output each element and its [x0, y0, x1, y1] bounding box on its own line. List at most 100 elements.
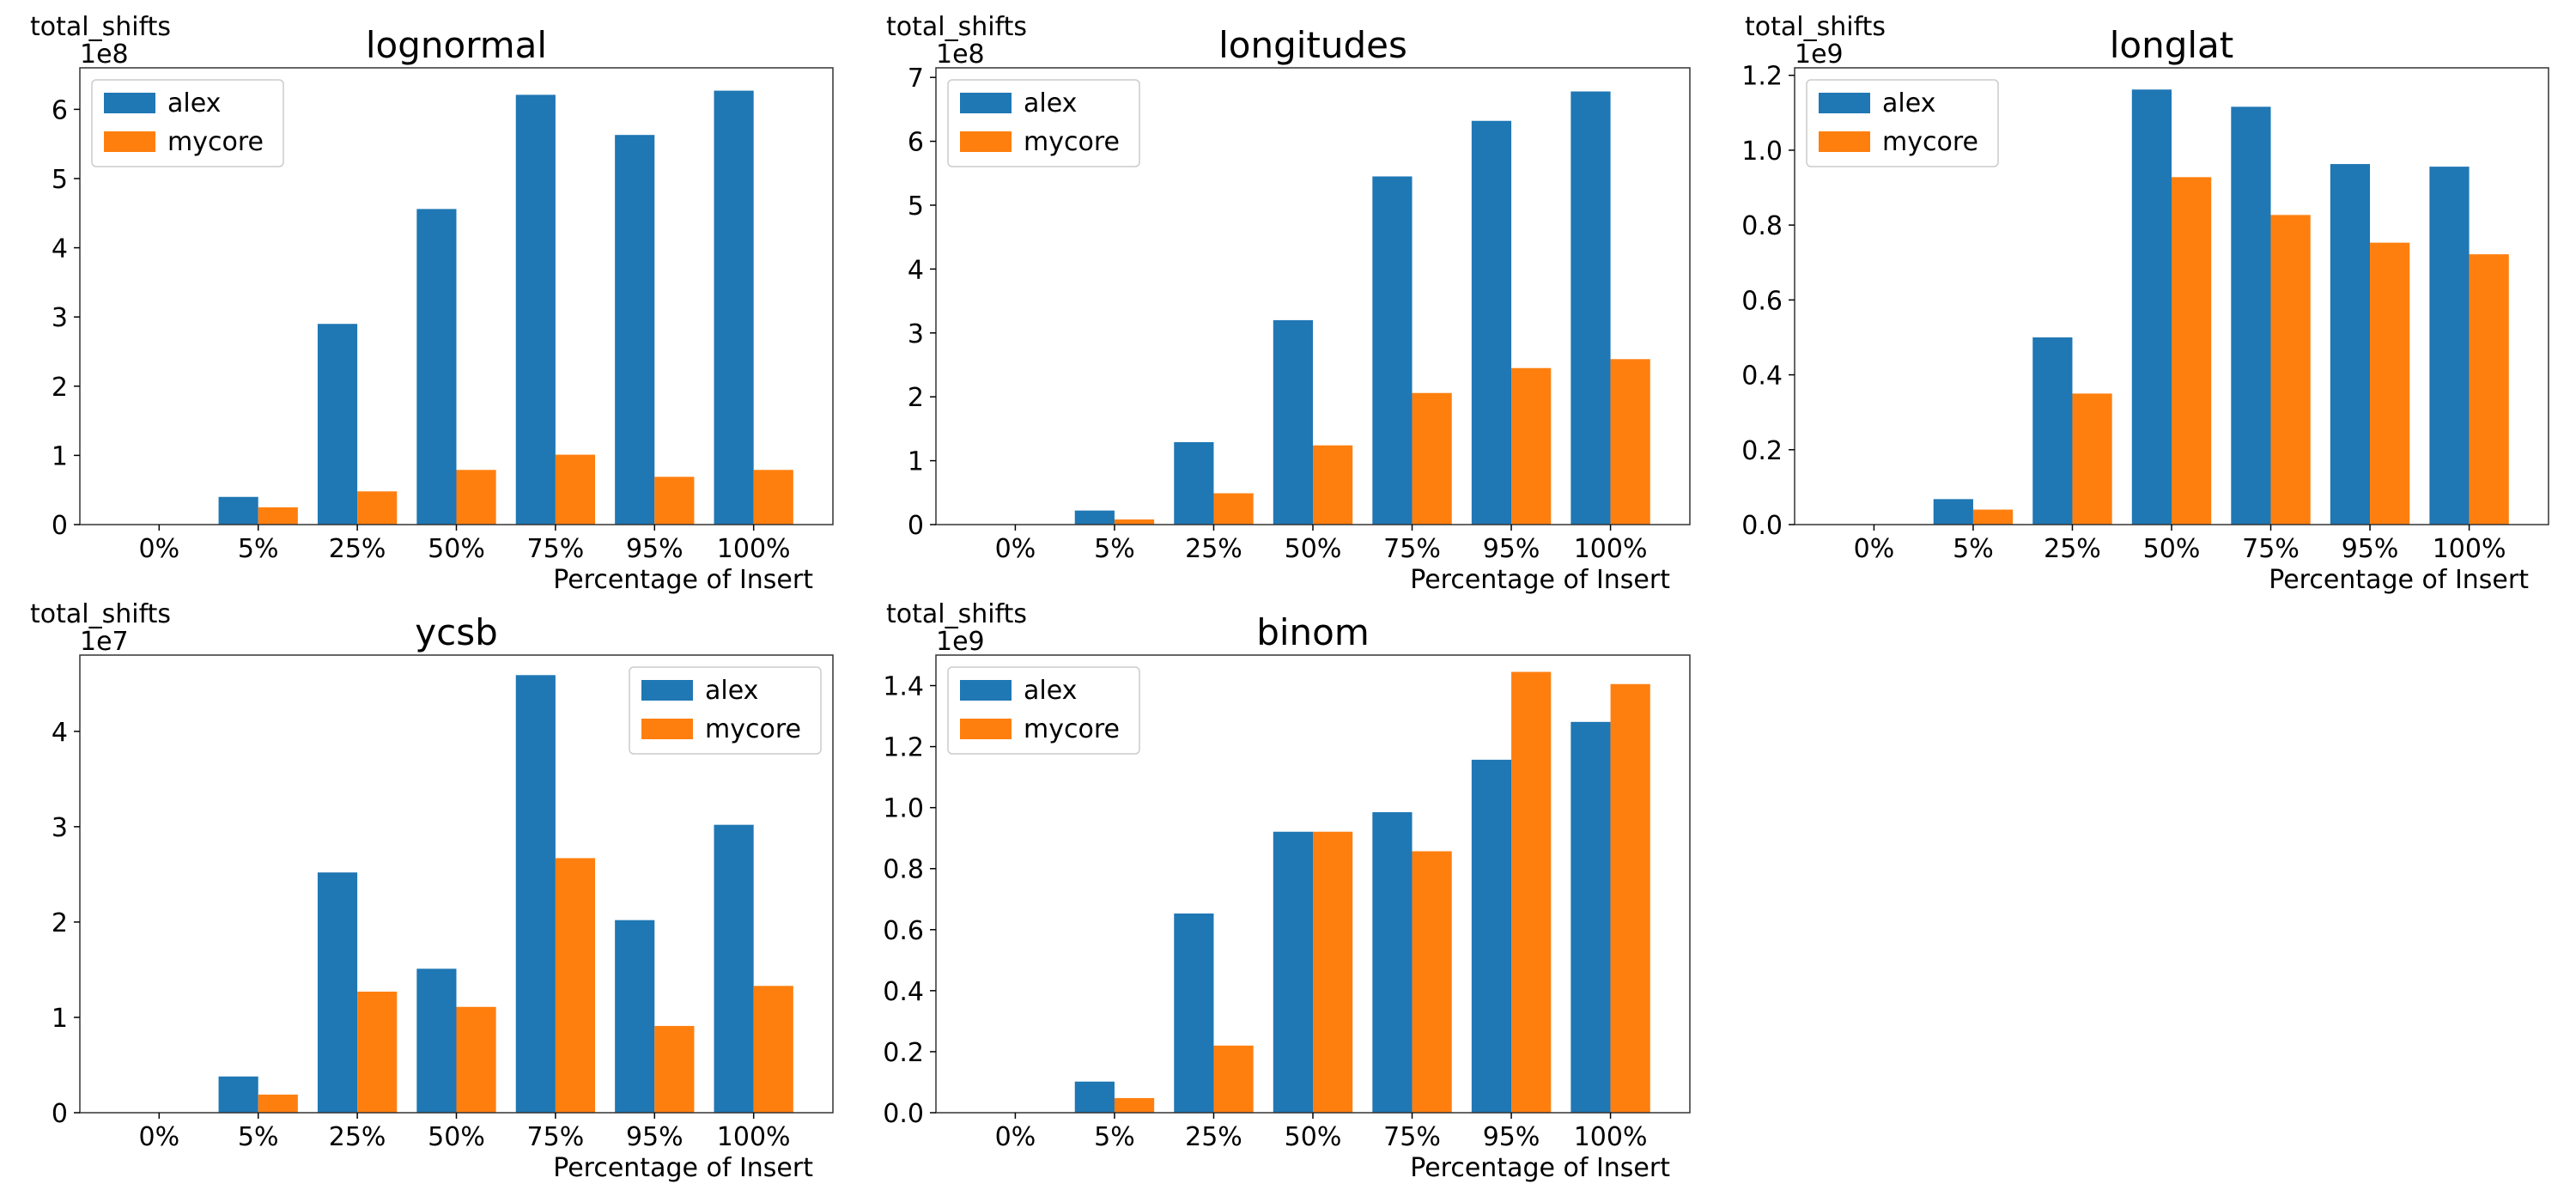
- bar-alex-5pct: [218, 1076, 258, 1113]
- bar-alex-25pct: [1174, 442, 1214, 525]
- bar-alex-5pct: [1074, 510, 1115, 525]
- y-tick-label: 3: [52, 303, 68, 333]
- series-alex: [1074, 91, 1611, 525]
- subplot-ycsb: 0% 5% 25% 50% 75% 95% 100% 0 1 2 3 4 ycsb total_shift…: [30, 599, 834, 1183]
- legend-label-alex: alex: [1024, 676, 1077, 706]
- series-mycore: [1114, 671, 1650, 1113]
- legend: alex mycore: [947, 79, 1140, 167]
- y-tick-label: 1.4: [883, 672, 924, 702]
- bar-mycore-100pct: [753, 986, 793, 1113]
- y-axis-label: total_shifts: [30, 599, 171, 629]
- legend-swatch-mycore: [1819, 131, 1870, 152]
- x-tick-label: 25%: [2044, 534, 2101, 564]
- bar-mycore-50pct: [456, 470, 496, 525]
- bar-mycore-95pct: [1511, 367, 1552, 525]
- y-tick-label: 0.2: [1741, 436, 1783, 466]
- legend-swatch-mycore: [960, 719, 1012, 739]
- x-tick-label: 50%: [428, 534, 485, 564]
- y-tick-label: 0.8: [883, 855, 924, 885]
- y-axis-label: total_shifts: [30, 12, 171, 42]
- bar-mycore-5pct: [258, 1094, 298, 1113]
- bar-mycore-95pct: [654, 1025, 695, 1113]
- y-tick-label: 3: [908, 319, 924, 349]
- y-tick-label: 0.2: [883, 1038, 924, 1068]
- legend-label-mycore: mycore: [1024, 127, 1120, 157]
- bar-alex-75pct: [515, 94, 556, 525]
- x-tick-label: 50%: [1285, 534, 1342, 564]
- y-tick-label: 1.2: [883, 733, 924, 763]
- legend-label-alex: alex: [1882, 88, 1935, 118]
- bar-alex-50pct: [416, 968, 457, 1113]
- bar-mycore-100pct: [1610, 359, 1650, 525]
- bar-mycore-75pct: [555, 858, 596, 1113]
- x-tick-label: 50%: [428, 1122, 485, 1152]
- bar-mycore-25pct: [1213, 1045, 1254, 1113]
- x-tick-label: 75%: [1383, 534, 1441, 564]
- bar-mycore-100pct: [753, 470, 793, 525]
- y-offset-text: 1e8: [936, 39, 985, 70]
- y-tick-label: 1.2: [1741, 62, 1783, 92]
- y-offset-text: 1e9: [1795, 39, 1844, 70]
- legend-swatch-mycore: [641, 719, 693, 739]
- y-tick-label: 5: [908, 191, 924, 222]
- bar-mycore-25pct: [357, 991, 398, 1113]
- y-tick-label: 0: [52, 1099, 68, 1129]
- bar-mycore-50pct: [456, 1006, 496, 1113]
- y-tick-label: 1.0: [1741, 137, 1783, 167]
- x-axis-label: Percentage of Insert: [2269, 565, 2529, 595]
- bar-mycore-95pct: [1511, 671, 1552, 1113]
- bar-mycore-50pct: [2172, 177, 2212, 525]
- series-mycore: [258, 454, 793, 525]
- subplot-binom: 0% 5% 25% 50% 75% 95% 100% 0.0 0.2 0.4 0.6 0.8 1.0 1.…: [883, 599, 1691, 1183]
- legend-swatch-alex: [104, 93, 155, 113]
- y-axis-label: total_shifts: [1745, 12, 1886, 42]
- x-tick-label: 25%: [329, 1122, 386, 1152]
- x-tick-label: 95%: [2342, 534, 2399, 564]
- bar-mycore-25pct: [357, 491, 398, 525]
- x-tick-label: 95%: [626, 534, 683, 564]
- chart-title: lognormal: [366, 24, 547, 66]
- x-tick-label: 0%: [995, 534, 1036, 564]
- x-tick-label: 0%: [1854, 534, 1895, 564]
- x-tick-label: 95%: [1483, 1122, 1540, 1152]
- chart-title: longlat: [2110, 24, 2234, 66]
- bar-alex-100pct: [1571, 91, 1611, 525]
- bar-mycore-75pct: [2270, 215, 2311, 525]
- bar-mycore-5pct: [258, 507, 298, 525]
- y-tick-label: 1: [52, 1004, 68, 1034]
- bar-alex-50pct: [1273, 831, 1313, 1113]
- x-tick-label: 100%: [1574, 1122, 1648, 1152]
- bar-alex-75pct: [1372, 811, 1413, 1113]
- bar-mycore-25pct: [2072, 393, 2112, 525]
- bar-alex-100pct: [714, 824, 754, 1113]
- y-axis-label: total_shifts: [886, 12, 1027, 42]
- legend-label-alex: alex: [167, 88, 221, 118]
- x-axis-label: Percentage of Insert: [1410, 565, 1670, 595]
- legend-label-alex: alex: [705, 676, 758, 706]
- x-tick-label: 0%: [995, 1122, 1036, 1152]
- x-tick-label: 75%: [527, 1122, 585, 1152]
- bar-alex-50pct: [1273, 319, 1313, 525]
- y-axis-label: total_shifts: [886, 599, 1027, 629]
- bar-mycore-95pct: [654, 477, 695, 525]
- series-alex: [218, 90, 754, 525]
- y-tick-label: 5: [52, 165, 68, 195]
- legend: alex mycore: [91, 79, 284, 167]
- y-tick-label: 2: [52, 908, 68, 938]
- y-offset-text: 1e8: [80, 39, 129, 70]
- y-tick-label: 0.6: [883, 916, 924, 946]
- legend-swatch-alex: [960, 680, 1012, 701]
- x-tick-label: 25%: [329, 534, 386, 564]
- series-alex: [1074, 721, 1611, 1113]
- x-tick-label: 50%: [1285, 1122, 1342, 1152]
- bar-alex-75pct: [2231, 106, 2271, 525]
- y-tick-label: 0: [908, 511, 924, 541]
- x-tick-label: 5%: [1094, 1122, 1135, 1152]
- bar-mycore-100pct: [2469, 254, 2509, 525]
- bar-mycore-75pct: [1412, 392, 1452, 525]
- legend: alex mycore: [947, 666, 1140, 755]
- x-tick-label: 95%: [1483, 534, 1540, 564]
- x-tick-label: 95%: [626, 1122, 683, 1152]
- bar-alex-75pct: [515, 675, 556, 1113]
- y-tick-label: 1: [52, 441, 68, 471]
